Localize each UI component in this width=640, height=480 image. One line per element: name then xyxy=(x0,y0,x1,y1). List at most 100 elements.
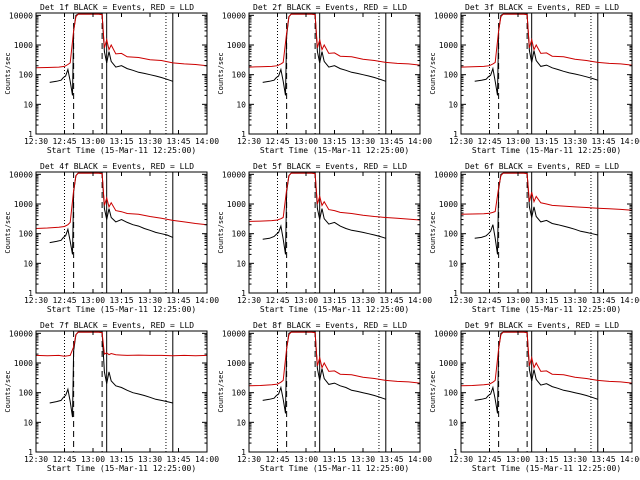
series-line-events xyxy=(262,172,386,255)
y-tick-label: 100 xyxy=(19,71,34,80)
x-tick-label: 13:00 xyxy=(294,296,318,305)
series-line-lld xyxy=(461,172,632,215)
x-tick-label: 12:45 xyxy=(265,296,289,305)
x-tick-label: 13:30 xyxy=(351,455,375,464)
x-tick-label: 13:15 xyxy=(109,455,133,464)
series-line-lld xyxy=(249,13,420,68)
y-tick-label: 10 xyxy=(236,259,246,268)
y-tick-label: 1 xyxy=(453,448,458,457)
x-tick-label: 12:45 xyxy=(52,296,76,305)
y-tick-label: 10000 xyxy=(9,170,33,179)
y-tick-label: 10 xyxy=(23,418,33,427)
series-line-events xyxy=(474,331,598,414)
x-tick-label: 14:00 xyxy=(620,455,640,464)
x-axis-label: Start Time (15-Mar-11 12:25:00) xyxy=(47,464,196,473)
y-tick-label: 1 xyxy=(453,130,458,139)
x-tick-label: 13:15 xyxy=(109,137,133,146)
x-tick-label: 14:00 xyxy=(620,296,640,305)
y-tick-label: 10000 xyxy=(222,170,246,179)
plot-frame xyxy=(35,330,208,453)
panel-title: Det 7f BLACK = Events, RED = LLD xyxy=(40,321,194,330)
series-group xyxy=(461,172,632,255)
x-tick-label: 13:00 xyxy=(81,296,105,305)
x-tick-label: 13:00 xyxy=(506,296,530,305)
x-tick-label: 13:15 xyxy=(322,455,346,464)
x-tick-label: 13:30 xyxy=(351,137,375,146)
y-tick-label: 1000 xyxy=(439,41,458,50)
y-axis-label: Counts/sec xyxy=(429,211,437,253)
y-tick-label: 10000 xyxy=(434,170,458,179)
y-tick-label: 100 xyxy=(19,230,34,239)
x-tick-label: 13:15 xyxy=(322,137,346,146)
y-tick-label: 100 xyxy=(232,389,247,398)
panel-title: Det 9f BLACK = Events, RED = LLD xyxy=(465,321,619,330)
x-tick-label: 12:30 xyxy=(24,137,48,146)
x-tick-label: 13:45 xyxy=(166,455,190,464)
y-axis-label: Counts/sec xyxy=(429,370,437,412)
panel-det-8: Det 8f BLACK = Events, RED = LLD 12:30 12:… xyxy=(217,321,432,473)
x-axis-label: Start Time (15-Mar-11 12:25:00) xyxy=(260,146,409,155)
x-tick-label: 12:30 xyxy=(449,296,473,305)
y-axis-label: Counts/sec xyxy=(429,52,437,94)
x-axis-label: Start Time (15-Mar-11 12:25:00) xyxy=(260,464,409,473)
y-tick-label: 1 xyxy=(28,289,33,298)
panel-det-3: Det 3f BLACK = Events, RED = LLD 12:30 12:… xyxy=(429,3,640,155)
panel-det-7: Det 7f BLACK = Events, RED = LLD 12:30 12:… xyxy=(4,321,219,473)
panel-title: Det 2f BLACK = Events, RED = LLD xyxy=(253,3,407,12)
x-tick-label: 12:45 xyxy=(477,455,501,464)
series-line-lld xyxy=(249,331,420,387)
x-tick-label: 12:45 xyxy=(52,137,76,146)
x-tick-label: 14:00 xyxy=(195,137,219,146)
y-tick-label: 10000 xyxy=(9,329,33,338)
series-line-lld xyxy=(36,172,207,229)
series-line-events xyxy=(474,13,598,96)
y-tick-label: 1000 xyxy=(439,359,458,368)
y-axis-label: Counts/sec xyxy=(4,370,12,412)
x-tick-label: 13:00 xyxy=(506,137,530,146)
x-tick-label: 12:45 xyxy=(477,137,501,146)
series-line-events xyxy=(262,331,386,414)
x-tick-label: 13:15 xyxy=(534,296,558,305)
series-line-lld xyxy=(36,13,207,69)
panel-title: Det 5f BLACK = Events, RED = LLD xyxy=(253,162,407,171)
y-axis-label: Counts/sec xyxy=(4,52,12,94)
panel-det-4: Det 4f BLACK = Events, RED = LLD 12:30 12:… xyxy=(4,162,219,314)
y-tick-label: 10000 xyxy=(222,11,246,20)
series-group xyxy=(36,13,207,96)
x-tick-label: 13:00 xyxy=(294,455,318,464)
panel-det-6: Det 6f BLACK = Events, RED = LLD 12:30 12:… xyxy=(429,162,640,314)
series-group xyxy=(249,13,420,96)
x-tick-label: 14:00 xyxy=(195,296,219,305)
y-tick-label: 10000 xyxy=(9,11,33,20)
panel-det-5: Det 5f BLACK = Events, RED = LLD 12:30 12:… xyxy=(217,162,432,314)
x-tick-label: 14:00 xyxy=(620,137,640,146)
y-tick-label: 10 xyxy=(23,259,33,268)
series-line-lld xyxy=(249,172,420,222)
y-tick-label: 10000 xyxy=(222,329,246,338)
panel-det-2: Det 2f BLACK = Events, RED = LLD 12:30 12:… xyxy=(217,3,432,155)
y-tick-label: 1000 xyxy=(14,200,33,209)
x-tick-label: 13:45 xyxy=(591,137,615,146)
x-tick-label: 12:30 xyxy=(237,137,261,146)
y-tick-label: 100 xyxy=(444,71,459,80)
x-tick-label: 13:30 xyxy=(563,137,587,146)
panel-title: Det 1f BLACK = Events, RED = LLD xyxy=(40,3,194,12)
x-tick-label: 12:30 xyxy=(449,137,473,146)
x-tick-label: 12:30 xyxy=(237,455,261,464)
y-tick-label: 1000 xyxy=(227,41,246,50)
y-tick-label: 1000 xyxy=(227,200,246,209)
x-tick-label: 13:15 xyxy=(534,137,558,146)
x-tick-label: 13:45 xyxy=(379,137,403,146)
plot-frame xyxy=(460,330,633,453)
panel-title: Det 6f BLACK = Events, RED = LLD xyxy=(465,162,619,171)
x-tick-label: 13:00 xyxy=(506,455,530,464)
y-tick-label: 100 xyxy=(19,389,34,398)
x-tick-label: 13:30 xyxy=(138,137,162,146)
y-tick-label: 1000 xyxy=(227,359,246,368)
x-tick-label: 12:45 xyxy=(265,137,289,146)
x-tick-label: 13:00 xyxy=(294,137,318,146)
y-tick-label: 10 xyxy=(448,100,458,109)
series-group xyxy=(36,331,207,418)
y-tick-label: 10 xyxy=(23,100,33,109)
y-axis-label: Counts/sec xyxy=(4,211,12,253)
